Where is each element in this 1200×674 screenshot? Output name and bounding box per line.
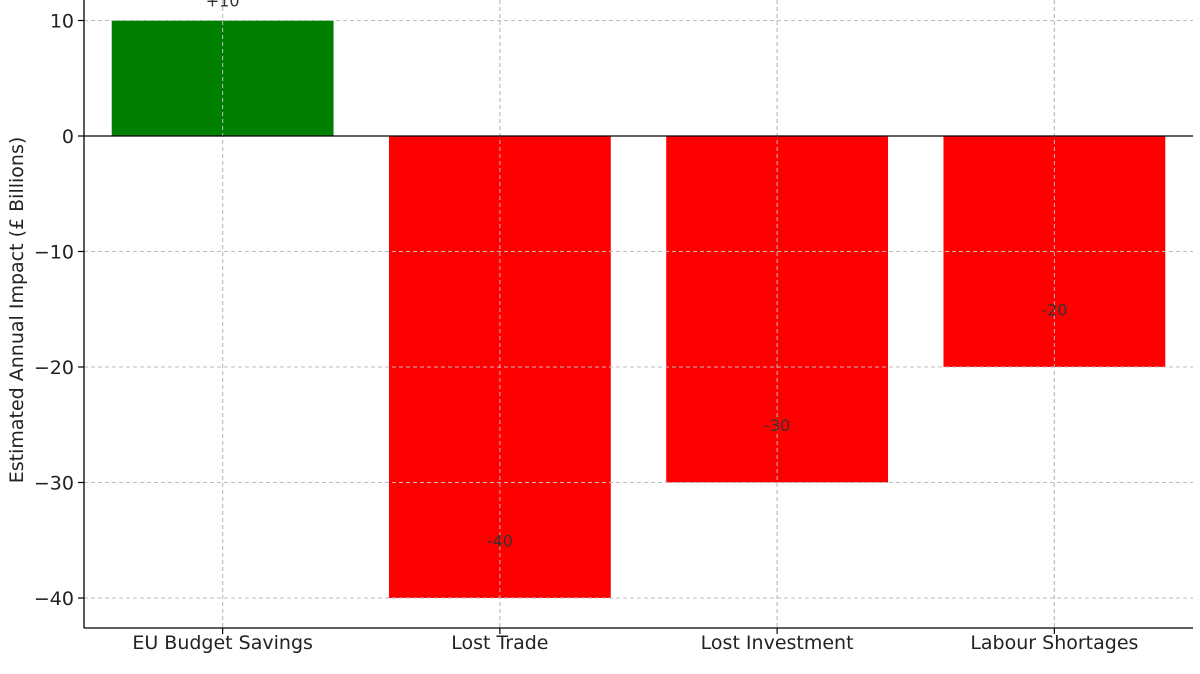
x-tick-label: EU Budget Savings [132,632,313,654]
axes [83,0,1193,629]
x-tick-label: Lost Trade [451,632,548,654]
x-tick-label: Lost Investment [701,632,854,654]
y-tick-label: −20 [34,357,74,379]
y-tick-label: −10 [34,242,74,264]
x-tick-labels: EU Budget Savings Lost Trade Lost Investme… [132,628,1138,654]
y-tick-label: −40 [34,588,74,610]
y-axis-label: Estimated Annual Impact (£ Billions) [6,137,28,484]
data-label: -30 [764,416,790,435]
y-tick-label: 0 [62,126,74,148]
y-ticks: 10 0 −10 −20 −30 −40 [34,11,84,610]
data-label: -40 [487,531,513,550]
y-tick-label: −30 [34,473,74,495]
y-tick-label: 10 [50,11,74,33]
x-tick-label: Labour Shortages [970,632,1138,654]
data-label: -20 [1041,300,1067,319]
bars [84,0,1193,628]
data-label: +10 [206,0,240,11]
data-labels: +10 -40 -30 -20 [206,0,1068,550]
